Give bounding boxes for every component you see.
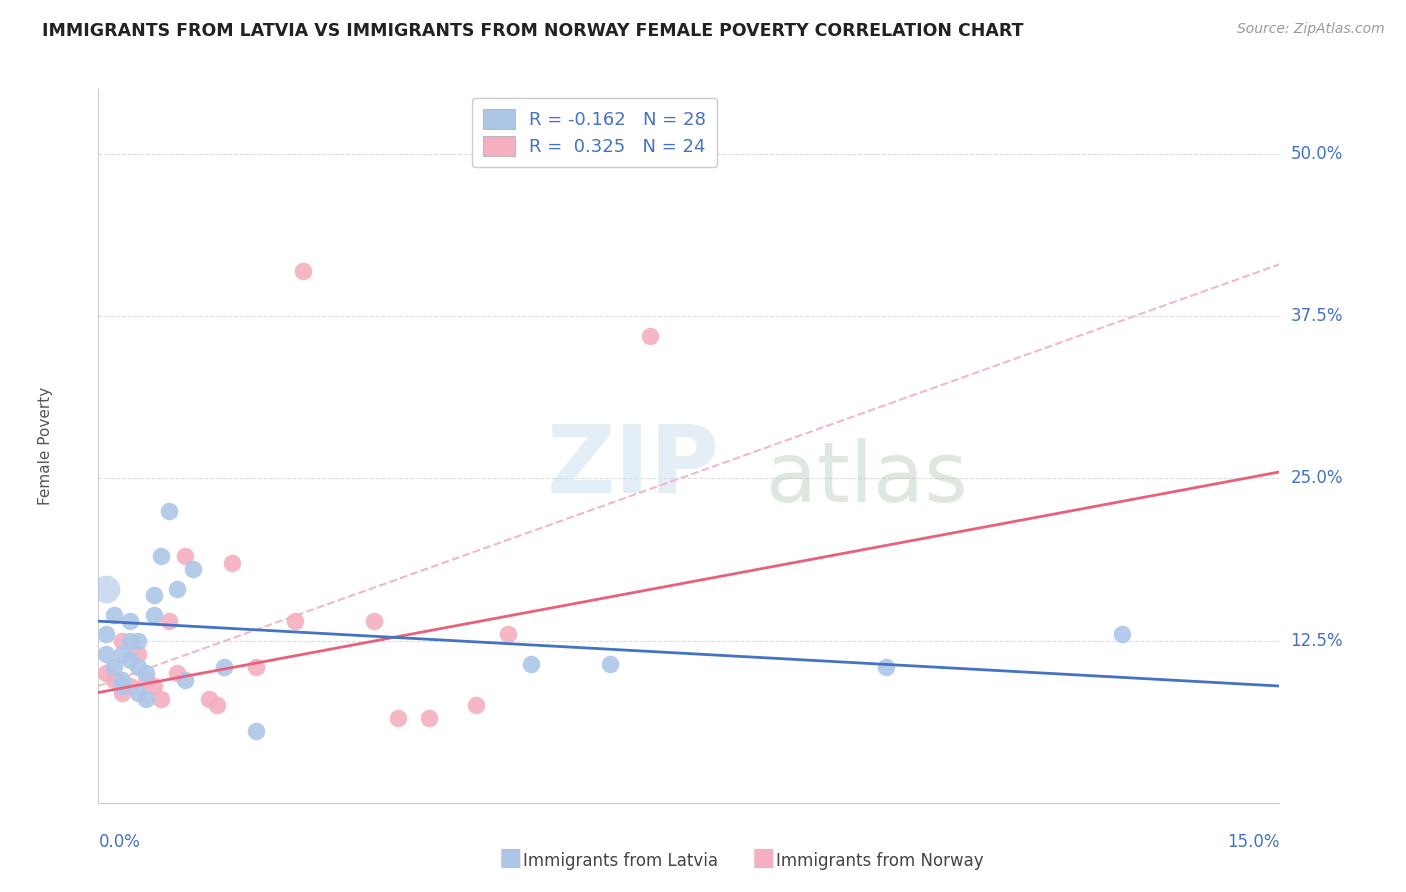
Text: 50.0%: 50.0% [1291, 145, 1343, 163]
Point [142, 679, 165, 693]
Text: Source: ZipAtlas.com: Source: ZipAtlas.com [1237, 22, 1385, 37]
Text: 25.0%: 25.0% [1291, 469, 1343, 487]
Point [875, 659, 897, 673]
Point [118, 679, 141, 693]
Point [135, 666, 157, 681]
Point [363, 614, 385, 628]
Point [166, 666, 188, 681]
Point [127, 647, 149, 661]
Point [118, 653, 141, 667]
Point [205, 698, 228, 713]
Point [150, 692, 173, 706]
Point [520, 657, 543, 671]
Point [103, 659, 125, 673]
Point [197, 692, 219, 706]
Point [221, 556, 243, 570]
Point [496, 627, 519, 641]
Point [142, 588, 165, 602]
Point [174, 673, 197, 687]
Point [181, 562, 204, 576]
Point [127, 633, 149, 648]
Point [599, 657, 621, 671]
Point [96, 582, 118, 596]
Point [118, 614, 141, 628]
Point [111, 647, 134, 661]
Text: ■: ■ [752, 846, 776, 870]
Point [103, 607, 125, 622]
Point [1111, 627, 1133, 641]
Point [214, 659, 236, 673]
Point [96, 666, 118, 681]
Point [465, 698, 488, 713]
Point [284, 614, 307, 628]
Point [150, 549, 173, 564]
Text: 15.0%: 15.0% [1227, 833, 1279, 851]
Point [111, 679, 134, 693]
Point [135, 673, 157, 687]
Point [96, 627, 118, 641]
Text: 37.5%: 37.5% [1291, 307, 1343, 326]
Point [127, 659, 149, 673]
Point [111, 673, 134, 687]
Point [418, 711, 440, 725]
Point [103, 673, 125, 687]
Point [96, 647, 118, 661]
Point [127, 685, 149, 699]
Point [245, 659, 267, 673]
Text: Immigrants from Latvia: Immigrants from Latvia [523, 852, 718, 870]
Text: Female Poverty: Female Poverty [38, 387, 53, 505]
Text: atlas: atlas [766, 438, 967, 518]
Point [245, 724, 267, 739]
Point [135, 692, 157, 706]
Text: 0.0%: 0.0% [98, 833, 141, 851]
Point [111, 685, 134, 699]
Point [118, 633, 141, 648]
Point [638, 328, 661, 343]
Text: IMMIGRANTS FROM LATVIA VS IMMIGRANTS FROM NORWAY FEMALE POVERTY CORRELATION CHAR: IMMIGRANTS FROM LATVIA VS IMMIGRANTS FRO… [42, 22, 1024, 40]
Point [166, 582, 188, 596]
Point [157, 614, 180, 628]
Text: ■: ■ [499, 846, 523, 870]
Point [292, 264, 315, 278]
Text: 12.5%: 12.5% [1291, 632, 1343, 649]
Point [142, 607, 165, 622]
Point [174, 549, 197, 564]
Text: ZIP: ZIP [547, 421, 720, 514]
Legend: R = -0.162   N = 28, R =  0.325   N = 24: R = -0.162 N = 28, R = 0.325 N = 24 [472, 98, 717, 167]
Point [111, 633, 134, 648]
Point [157, 504, 180, 518]
Point [387, 711, 409, 725]
Text: Immigrants from Norway: Immigrants from Norway [776, 852, 984, 870]
